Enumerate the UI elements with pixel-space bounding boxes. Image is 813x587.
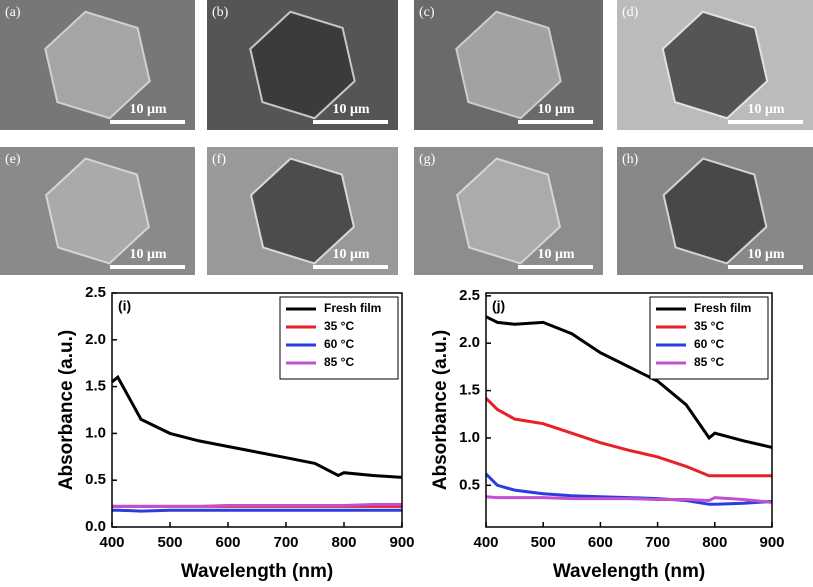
crystal	[455, 10, 562, 120]
x-tick-label: 900	[759, 534, 784, 551]
panel-label: (e)	[5, 152, 21, 167]
y-tick-label: 1.0	[459, 429, 480, 446]
data-line	[484, 397, 772, 478]
crystal	[455, 157, 562, 265]
x-tick-label: 900	[389, 534, 414, 551]
scale-label: 10 μm	[129, 102, 166, 117]
legend-label: 60 °C	[694, 337, 724, 351]
x-tick-label: 800	[331, 534, 356, 551]
x-tick-label: 700	[273, 534, 298, 551]
y-axis-title: Absorbance (a.u.)	[430, 330, 451, 490]
y-tick-label: 0.5	[459, 476, 480, 493]
x-tick-label: 500	[157, 534, 182, 551]
y-axis-title: Absorbance (a.u.)	[56, 330, 77, 490]
scale-label: 10 μm	[129, 247, 166, 262]
plot-frame	[485, 292, 773, 528]
plot-frame	[111, 292, 403, 528]
scale-label: 10 μm	[332, 247, 369, 262]
legend-label: 85 °C	[694, 355, 724, 369]
crystal	[661, 10, 769, 120]
x-tick-label: 400	[473, 534, 498, 551]
crystal	[44, 157, 151, 265]
y-tick-label: 1.5	[459, 382, 480, 399]
scale-label: 10 μm	[747, 247, 784, 262]
crystal	[249, 157, 356, 265]
y-tick-label: 2.5	[85, 284, 106, 301]
panel-label: (b)	[212, 5, 229, 20]
panel-label: (c)	[419, 5, 435, 20]
panel-label: (f)	[212, 152, 226, 167]
x-tick-label: 700	[645, 534, 670, 551]
x-axis-title: Wavelength (nm)	[553, 561, 705, 582]
data-line	[485, 495, 773, 504]
x-tick-label: 600	[588, 534, 613, 551]
chart-label: (j)	[492, 298, 505, 314]
chart-label: (i)	[118, 298, 131, 314]
panel-label: (g)	[419, 152, 436, 167]
legend-label: Fresh film	[694, 301, 751, 315]
data-line	[111, 374, 403, 479]
x-tick-label: 500	[531, 534, 556, 551]
legend-label: 85 °C	[324, 355, 354, 369]
y-tick-label: 1.5	[85, 378, 106, 395]
panel-label: (d)	[622, 5, 639, 20]
scale-label: 10 μm	[537, 247, 574, 262]
panel-label: (h)	[622, 152, 639, 167]
legend-box	[649, 296, 769, 380]
scale-label: 10 μm	[747, 102, 784, 117]
legend-label: 35 °C	[694, 319, 724, 333]
y-tick-label: 0.0	[85, 518, 106, 535]
scale-label: 10 μm	[332, 102, 369, 117]
legend-label: 35 °C	[324, 319, 354, 333]
x-tick-label: 400	[99, 534, 124, 551]
x-axis-title: Wavelength (nm)	[181, 561, 333, 582]
legend-label: Fresh film	[324, 301, 381, 315]
data-line	[112, 503, 402, 508]
crystal	[44, 10, 151, 120]
y-tick-label: 2.5	[459, 287, 480, 304]
y-tick-label: 2.0	[459, 334, 480, 351]
data-line	[112, 508, 402, 513]
crystal	[249, 10, 356, 120]
data-line	[485, 315, 773, 449]
y-tick-label: 2.0	[85, 331, 106, 348]
scale-label: 10 μm	[537, 102, 574, 117]
y-tick-label: 0.5	[85, 471, 106, 488]
panel-label: (a)	[5, 5, 21, 20]
y-tick-label: 1.0	[85, 424, 106, 441]
legend-box	[279, 296, 399, 380]
crystal	[662, 157, 768, 265]
legend-label: 60 °C	[324, 337, 354, 351]
x-tick-label: 600	[215, 534, 240, 551]
x-tick-label: 800	[702, 534, 727, 551]
